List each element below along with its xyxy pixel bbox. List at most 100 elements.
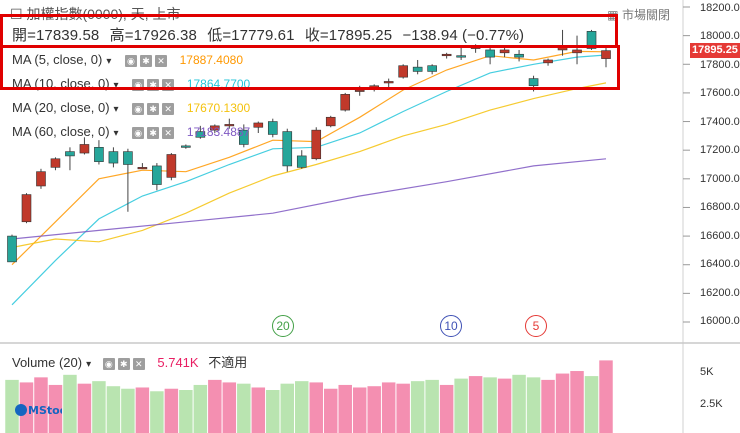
volume-bar — [367, 386, 381, 433]
candle-body — [485, 49, 495, 58]
event-marker[interactable]: 10 — [440, 315, 462, 337]
low-value: 低=17779.61 — [207, 27, 295, 44]
eye-icon[interactable]: ◉ — [132, 103, 145, 116]
close-icon[interactable]: ✕ — [162, 103, 175, 116]
square-icon[interactable]: ☐ — [10, 6, 23, 22]
gear-icon[interactable]: ✱ — [117, 357, 130, 370]
y-axis-label: 16000.00 — [700, 315, 740, 327]
indicator-row-ma20[interactable]: MA (20, close, 0) ▾ ◉ ✱ ✕ 17670.1300 — [12, 99, 250, 117]
eye-icon[interactable]: ◉ — [132, 127, 145, 140]
logo-text: MStock — [28, 404, 62, 417]
candle-body — [499, 49, 510, 54]
last-price-badge: 17895.25 — [690, 43, 740, 58]
eye-icon[interactable]: ◉ — [102, 357, 115, 370]
chevron-down-icon[interactable]: ▾ — [86, 359, 92, 370]
high-value: 高=17926.38 — [109, 27, 197, 44]
gear-icon[interactable]: ✱ — [139, 55, 152, 68]
candle-body — [398, 65, 408, 78]
volume-bar — [396, 383, 410, 433]
y-axis-label: 16200.00 — [700, 287, 740, 299]
indicator-row-ma10[interactable]: MA (10, close, 0) ▾ ◉ ✱ ✕ 17864.7700 — [12, 75, 250, 93]
candle-body — [152, 165, 162, 185]
close-icon[interactable]: ✕ — [162, 79, 175, 92]
volume-bar — [150, 391, 164, 433]
indicator-label: MA (5, close, 0) — [12, 52, 103, 67]
volume-value: 5.741K — [157, 355, 199, 370]
indicator-label: MA (20, close, 0) — [12, 100, 110, 115]
candle-body — [239, 129, 249, 145]
event-marker[interactable]: 20 — [272, 315, 294, 337]
volume-bar — [48, 384, 63, 433]
volume-bar — [381, 382, 396, 433]
y-axis-label: 16600.00 — [700, 230, 740, 242]
chevron-down-icon[interactable]: ▾ — [113, 104, 119, 115]
open-value: 開=17839.58 — [12, 27, 100, 44]
volume-bar — [106, 386, 121, 433]
y-axis-label: 18000.00 — [700, 30, 740, 42]
change-value: −138.94 (−0.77%) — [402, 27, 525, 44]
candle-body — [21, 194, 32, 223]
close-icon[interactable]: ✕ — [132, 357, 145, 370]
candle-body — [108, 151, 119, 164]
indicator-row-ma60[interactable]: MA (60, close, 0) ▾ ◉ ✱ ✕ 17183.4887 — [12, 123, 250, 141]
candle-body — [123, 151, 133, 165]
volume-indicator-row[interactable]: Volume (20) ▾ ◉ ✱ ✕ 5.741K 不適用 — [12, 352, 247, 371]
volume-bar — [251, 387, 266, 433]
candle-body — [470, 46, 481, 49]
candle-body — [441, 53, 452, 57]
eye-icon[interactable]: ◉ — [132, 79, 145, 92]
symbol-header[interactable]: ☐ 加權指數(0000), 天, 上市 — [10, 4, 180, 24]
indicator-label: MA (60, close, 0) — [12, 124, 110, 139]
indicator-row-ma5[interactable]: MA (5, close, 0) ▾ ◉ ✱ ✕ 17887.4080 — [12, 51, 243, 69]
candle-body — [224, 124, 235, 127]
volume-bar — [92, 381, 106, 433]
candle-body — [210, 125, 220, 131]
volume-bar — [309, 382, 323, 433]
candle-body — [296, 155, 307, 168]
candle-body — [267, 121, 278, 135]
volume-bar — [77, 383, 92, 433]
volume-bar — [410, 381, 425, 433]
candle-body — [65, 151, 75, 157]
candle-body — [514, 53, 524, 58]
y-axis-label: 17000.00 — [700, 173, 740, 185]
candle-body — [340, 94, 351, 111]
volume-bar — [323, 388, 338, 433]
volume-bar — [135, 387, 150, 433]
volume-bar — [584, 376, 599, 433]
chevron-down-icon[interactable]: ▾ — [113, 128, 119, 139]
volume-bar — [338, 384, 352, 433]
candle-body — [528, 78, 539, 87]
close-icon[interactable]: ✕ — [154, 55, 167, 68]
volume-bar — [222, 382, 237, 433]
market-status-label: 市場關閉 — [621, 8, 670, 22]
event-marker[interactable]: 5 — [525, 315, 547, 337]
volume-bar — [439, 384, 454, 433]
indicator-value: 17183.4887 — [186, 125, 251, 139]
chevron-down-icon[interactable]: ▾ — [106, 56, 112, 67]
volume-bar — [425, 379, 439, 433]
market-status[interactable]: ▦ 市場關閉 — [607, 6, 670, 23]
candle-body — [601, 50, 611, 59]
volume-bar — [179, 390, 193, 433]
y-axis-label: 16400.00 — [700, 258, 740, 270]
gear-icon[interactable]: ✱ — [147, 79, 160, 92]
gear-icon[interactable]: ✱ — [147, 127, 160, 140]
volume-bar — [193, 384, 208, 433]
volume-bar — [34, 377, 48, 433]
candle-body — [369, 85, 379, 88]
close-icon[interactable]: ✕ — [162, 127, 175, 140]
eye-icon[interactable]: ◉ — [124, 55, 137, 68]
candle-body — [456, 55, 466, 58]
candle-body — [427, 65, 437, 72]
candle-body — [36, 171, 46, 187]
gear-icon[interactable]: ✱ — [147, 103, 160, 116]
indicator-label: MA (10, close, 0) — [12, 76, 110, 91]
chevron-down-icon[interactable]: ▾ — [113, 80, 119, 91]
volume-bar — [121, 388, 135, 433]
market-icon: ▦ — [607, 8, 619, 22]
candle-body — [412, 66, 423, 72]
ma-line — [11, 158, 607, 240]
indicator-value: 17864.7700 — [186, 77, 251, 91]
